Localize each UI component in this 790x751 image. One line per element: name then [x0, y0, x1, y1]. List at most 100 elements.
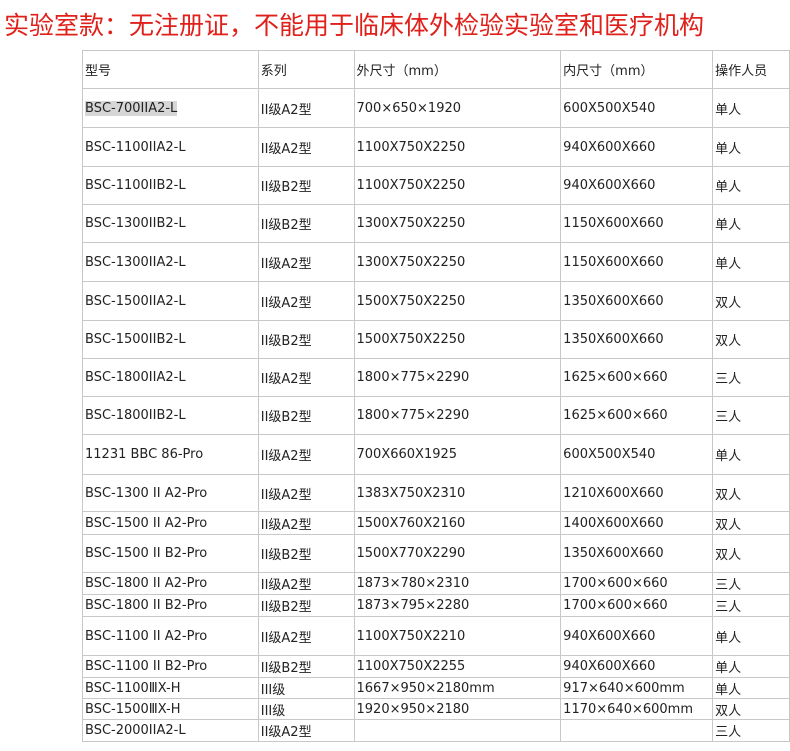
operators-text: 三人 — [715, 372, 742, 387]
operators-text: 单人 — [715, 141, 742, 157]
cell-outer-size: 700×650×1920 — [353, 88, 562, 128]
inner-size-text: 940X600X660 — [563, 178, 656, 193]
model-text: 11231 BBC 86-Pro — [85, 447, 204, 462]
cell-outer-size: 1800×775×2290 — [353, 396, 562, 435]
cell-model: BSC-700IIA2-L — [82, 88, 259, 128]
page-title: 实验室款：无注册证，不能用于临床体外检验实验室和医疗机构 — [4, 11, 705, 40]
inner-size-text: 940X600X660 — [563, 139, 656, 155]
table-row: BSC-1300 II A2-Pro II级A2型 1383X750X2310 121… — [82, 474, 790, 512]
inner-size-text: 1210X600X660 — [563, 485, 664, 501]
table-row: BSC-1100 II A2-Pro II级A2型 1100X750X2210 940… — [82, 616, 790, 656]
model-text: BSC-1100 II B2-Pro — [85, 659, 208, 674]
series-text: II级A2型 — [260, 630, 312, 646]
cell-model: BSC-1800IIB2-L — [82, 396, 259, 435]
inner-size-text: 1700×600×660 — [563, 576, 668, 591]
operators-text: 单人 — [715, 180, 742, 195]
cell-outer-size: 1500X750X2250 — [353, 320, 562, 359]
outer-size-text: 1500X750X2250 — [356, 293, 466, 309]
cell-model: BSC-2000IIA2-L — [82, 719, 259, 742]
cell-inner-size: 1625×600×660 — [560, 396, 714, 435]
outer-size-text: 1100X750X2250 — [356, 178, 466, 193]
cell-operators: 三人 — [712, 572, 790, 595]
cell-model: BSC-1800IIA2-L — [82, 358, 259, 397]
cell-model: BSC-1100 II A2-Pro — [82, 616, 259, 656]
table-row: BSC-1800 II B2-Pro II级B2型 1873×795×2280 170… — [82, 594, 790, 617]
table-row: BSC-1100ⅢX-H III级 1667×950×2180mm 917×640×6… — [82, 677, 790, 699]
operators-text: 单人 — [715, 449, 742, 464]
cell-inner-size: 1150X600X660 — [560, 204, 714, 243]
cell-operators: 单人 — [712, 166, 790, 205]
inner-size-text: 1350X600X660 — [563, 293, 664, 309]
cell-operators: 双人 — [712, 534, 790, 573]
model-text: BSC-1500ⅢX-H — [85, 701, 181, 717]
cell-series: II级A2型 — [257, 127, 355, 167]
cell-operators: 单人 — [712, 655, 790, 678]
cell-series: II级A2型 — [257, 511, 355, 535]
cell-inner-size: 940X600X660 — [560, 127, 714, 167]
cell-series: II级B2型 — [257, 396, 355, 435]
table-row: BSC-700IIA2-L II级A2型 700×650×1920 600X500X5… — [82, 88, 790, 128]
model-text: BSC-1800 II B2-Pro — [85, 598, 208, 613]
inner-size-text: 1150X600X660 — [563, 216, 664, 231]
table-row: BSC-1500IIA2-L II级A2型 1500X750X2250 1350X60… — [82, 281, 790, 321]
cell-model: BSC-1800 II A2-Pro — [82, 572, 259, 595]
cell-series: II级B2型 — [257, 655, 355, 678]
series-text: II级B2型 — [260, 334, 312, 349]
cell-operators: 双人 — [712, 474, 790, 512]
operators-text: 操作人员 — [715, 64, 768, 79]
cell-outer-size: 1100X750X2250 — [353, 127, 562, 167]
series-text: II级A2型 — [260, 256, 312, 272]
cell-outer-size: 1300X750X2250 — [353, 204, 562, 243]
operators-text: 双人 — [715, 295, 742, 311]
inner-size-text: 917×640×600mm — [563, 680, 685, 696]
cell-operators: 单人 — [712, 616, 790, 656]
cell-outer-size: 1500X750X2250 — [353, 281, 562, 321]
cell-operators: 双人 — [712, 698, 790, 720]
cell-operators: 单人 — [712, 434, 790, 475]
inner-size-text: 1625×600×660 — [563, 370, 668, 385]
series-text: II级B2型 — [260, 218, 312, 233]
operators-text: 三人 — [715, 410, 742, 425]
cell-outer-size: 1873×795×2280 — [353, 594, 562, 617]
model-text: BSC-1100 II A2-Pro — [85, 628, 208, 644]
cell-inner-size: 940X600X660 — [560, 655, 714, 678]
cell-model: BSC-1500IIA2-L — [82, 281, 259, 321]
table-row: BSC-1300IIB2-L II级B2型 1300X750X2250 1150X60… — [82, 204, 790, 243]
series-text: 系列 — [260, 64, 287, 79]
outer-size-text: 1100X750X2250 — [356, 139, 466, 155]
cell-series: III级 — [257, 677, 355, 699]
cell-series: II级A2型 — [257, 474, 355, 512]
series-text: II级A2型 — [260, 725, 312, 740]
outer-size-text: 1873×780×2310 — [356, 576, 470, 591]
operators-text: 双人 — [715, 703, 742, 719]
cell-inner-size: 1700×600×660 — [560, 572, 714, 595]
model-text: BSC-1100IIB2-L — [85, 178, 186, 193]
operators-text: 三人 — [715, 578, 742, 593]
cell-series: II级B2型 — [257, 166, 355, 205]
inner-size-text: 1625×600×660 — [563, 408, 668, 423]
outer-size-text: 700×650×1920 — [356, 100, 462, 116]
cell-inner-size: 1350X600X660 — [560, 281, 714, 321]
series-text: II级A2型 — [260, 517, 312, 533]
operators-text: 三人 — [715, 725, 742, 740]
series-text: II级B2型 — [260, 600, 312, 615]
cell-model: BSC-1500ⅢX-H — [82, 698, 259, 720]
inner-size-text: 1700×600×660 — [563, 598, 668, 613]
outer-size-text: 1800×775×2290 — [356, 370, 470, 385]
outer-size-text: 700X660X1925 — [356, 447, 458, 462]
model-text: BSC-2000IIA2-L — [85, 723, 186, 738]
header-row: 型号 系列 外尺寸（mm） 内尺寸（mm） 操作人员 — [82, 50, 790, 89]
cell-series: II级A2型 — [257, 88, 355, 128]
model-text: BSC-1800 II A2-Pro — [85, 576, 208, 591]
cell-series: II级A2型 — [257, 719, 355, 742]
cell-inner-size: 1700×600×660 — [560, 594, 714, 617]
cell-series: III级 — [257, 698, 355, 720]
cell-inner-size: 1170×640×600mm — [560, 698, 714, 720]
series-text: II级B2型 — [260, 180, 312, 195]
model-text: BSC-1100IIA2-L — [85, 139, 186, 155]
outer-size-text: 1100X750X2210 — [356, 628, 466, 644]
cell-outer-size: 1667×950×2180mm — [353, 677, 562, 699]
operators-text: 三人 — [715, 600, 742, 615]
outer-size-text: 1920×950×2180 — [356, 701, 470, 717]
cell-outer-size: 1100X750X2255 — [353, 655, 562, 678]
